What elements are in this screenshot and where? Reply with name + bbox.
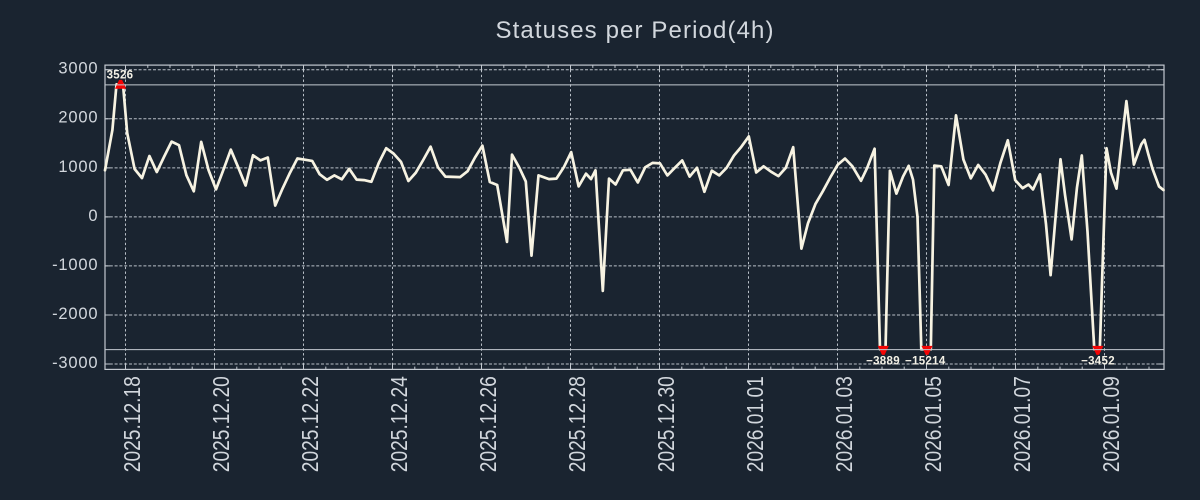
svg-text:2025.12.30: 2025.12.30 — [653, 376, 679, 472]
svg-text:0: 0 — [88, 207, 98, 225]
svg-text:2025.12.20: 2025.12.20 — [208, 376, 234, 472]
svg-text:2026.01.01: 2026.01.01 — [742, 376, 768, 472]
svg-text:2026.01.03: 2026.01.03 — [831, 376, 857, 472]
svg-text:2025.12.24: 2025.12.24 — [386, 376, 412, 472]
svg-text:2025.12.28: 2025.12.28 — [564, 376, 590, 472]
svg-text:−3889: −3889 — [866, 356, 900, 368]
svg-text:2026.01.09: 2026.01.09 — [1098, 376, 1124, 472]
svg-text:-3000: -3000 — [52, 354, 98, 372]
svg-text:−3452: −3452 — [1081, 356, 1115, 368]
svg-text:2025.12.18: 2025.12.18 — [119, 376, 145, 472]
svg-text:−15214: −15214 — [905, 356, 946, 368]
svg-text:2026.01.07: 2026.01.07 — [1009, 376, 1035, 472]
svg-text:2026.01.05: 2026.01.05 — [920, 376, 946, 472]
svg-text:2025.12.22: 2025.12.22 — [297, 376, 323, 472]
svg-text:-1000: -1000 — [52, 256, 98, 274]
svg-text:2000: 2000 — [58, 109, 98, 127]
svg-text:1000: 1000 — [58, 158, 98, 176]
svg-text:3000: 3000 — [58, 60, 98, 78]
svg-text:2025.12.26: 2025.12.26 — [475, 376, 501, 472]
svg-text:3526: 3526 — [107, 69, 134, 81]
svg-text:Statuses per Period(4h): Statuses per Period(4h) — [496, 17, 774, 44]
svg-text:-2000: -2000 — [52, 305, 98, 323]
